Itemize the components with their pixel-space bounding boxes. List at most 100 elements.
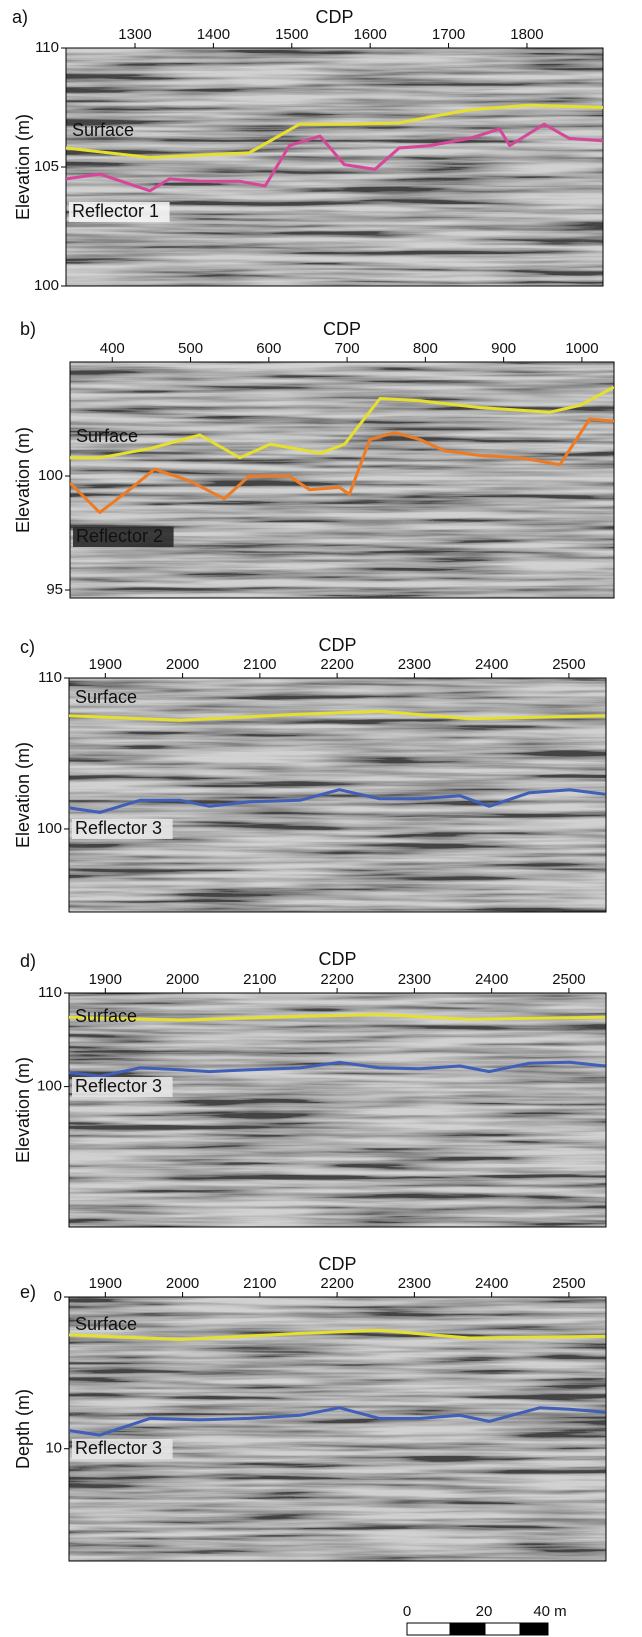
x-tick-label: 2200 xyxy=(320,1275,353,1292)
label-bg xyxy=(72,1439,173,1459)
x-tick-label: 1600 xyxy=(353,26,386,43)
series-label: Reflector 1 xyxy=(72,201,159,221)
x-tick-label: 2000 xyxy=(166,1275,199,1292)
label-bg xyxy=(72,819,173,839)
scale-label: 20 xyxy=(476,1603,493,1620)
y-axis-label: Elevation (m) xyxy=(13,427,33,533)
series-line xyxy=(66,103,603,159)
x-tick-label: 2300 xyxy=(398,971,431,988)
series-line xyxy=(69,788,606,814)
panel: e) CDP Depth (m) 1900 2000 2100 2200 2300 2400 25… xyxy=(13,1254,607,1562)
radargram xyxy=(69,1297,606,1561)
panel: d) CDP Elevation (m) 1900 2000 2100 2200 2300 24… xyxy=(13,949,607,1228)
y-tick-label: 110 xyxy=(35,39,59,56)
label-bg xyxy=(73,527,174,547)
series-line xyxy=(70,385,614,460)
scale-segment xyxy=(519,1622,549,1636)
series-line xyxy=(69,1060,606,1078)
x-tick-label: 1300 xyxy=(118,26,151,43)
x-tick-label: 1900 xyxy=(89,656,122,673)
panel-label: a) xyxy=(12,7,28,27)
series-line xyxy=(66,122,603,193)
x-axis-label: CDP xyxy=(318,949,356,969)
x-tick-label: 2300 xyxy=(398,656,431,673)
series-line xyxy=(69,1013,606,1022)
x-tick-label: 2000 xyxy=(166,971,199,988)
y-tick-label: 110 xyxy=(38,669,62,686)
y-tick-label: 105 xyxy=(34,158,59,175)
x-tick-label: 2500 xyxy=(552,1275,585,1292)
series-line xyxy=(69,709,606,722)
series-label: Reflector 2 xyxy=(76,526,163,546)
x-axis-label: CDP xyxy=(318,635,356,655)
series-label: Surface xyxy=(75,687,137,707)
y-axis-label: Elevation (m) xyxy=(13,742,33,848)
series-label: Surface xyxy=(76,426,138,446)
scale-label: 40 m xyxy=(533,1603,566,1620)
panel: c) CDP Elevation (m) 1900 2000 2100 2200 2300 24… xyxy=(13,635,607,913)
series-line xyxy=(69,1406,606,1437)
x-tick-label: 1900 xyxy=(89,1275,122,1292)
x-tick-label: 1000 xyxy=(565,340,598,357)
x-tick-label: 2200 xyxy=(320,656,353,673)
x-tick-label: 2100 xyxy=(243,1275,276,1292)
scale-segment xyxy=(449,1622,486,1636)
y-axis-label: Elevation (m) xyxy=(13,1057,33,1163)
panel: a) CDP Elevation (m) 1300 1400 1500 1600 1700 18… xyxy=(12,7,604,294)
label-bg xyxy=(72,1077,173,1097)
x-tick-label: 400 xyxy=(100,340,125,357)
x-tick-label: 2400 xyxy=(475,971,508,988)
x-tick-label: 2400 xyxy=(475,1275,508,1292)
x-tick-label: 1400 xyxy=(197,26,230,43)
series-label: Reflector 3 xyxy=(75,818,162,838)
y-tick-label: 100 xyxy=(37,820,62,837)
series-line xyxy=(69,1328,606,1341)
x-tick-label: 2400 xyxy=(475,656,508,673)
series-line xyxy=(70,417,614,514)
x-tick-label: 2200 xyxy=(320,971,353,988)
label-bg xyxy=(69,202,170,222)
panel-label: e) xyxy=(20,1282,36,1302)
x-tick-label: 500 xyxy=(178,340,203,357)
y-tick-label: 100 xyxy=(38,467,63,484)
x-tick-label: 1700 xyxy=(432,26,465,43)
x-tick-label: 2100 xyxy=(243,656,276,673)
radargram xyxy=(70,362,614,598)
panel-label: c) xyxy=(20,637,35,657)
y-tick-label: 95 xyxy=(46,581,63,598)
series-label: Surface xyxy=(72,120,134,140)
x-tick-label: 600 xyxy=(256,340,281,357)
x-axis-label: CDP xyxy=(315,7,353,27)
panel: b) CDP Elevation (m) 400 500 600 700 800 900 1000… xyxy=(13,319,615,599)
x-tick-label: 2100 xyxy=(243,971,276,988)
series-label: Surface xyxy=(75,1314,137,1334)
scale-bar: 0 20 40 m xyxy=(403,1603,567,1636)
plot-frame xyxy=(69,361,615,599)
y-tick-label: 110 xyxy=(38,984,62,1001)
series-label: Reflector 3 xyxy=(75,1438,162,1458)
scale-label: 0 xyxy=(403,1603,411,1620)
y-axis-label: Elevation (m) xyxy=(13,114,33,220)
radargram xyxy=(66,48,603,286)
y-tick-label: 0 xyxy=(54,1288,62,1305)
radargram xyxy=(69,993,606,1227)
scale-segment xyxy=(406,1622,451,1636)
y-tick-label: 100 xyxy=(37,1078,62,1095)
y-tick-label: 100 xyxy=(34,277,59,294)
x-tick-label: 1500 xyxy=(275,26,308,43)
scale-segment xyxy=(484,1622,521,1636)
x-axis-label: CDP xyxy=(318,1254,356,1274)
x-tick-label: 2500 xyxy=(552,656,585,673)
x-tick-label: 2500 xyxy=(552,971,585,988)
x-tick-label: 1800 xyxy=(510,26,543,43)
x-tick-label: 1900 xyxy=(89,971,122,988)
y-tick-label: 10 xyxy=(45,1440,62,1457)
x-axis-label: CDP xyxy=(323,319,361,339)
x-tick-label: 900 xyxy=(491,340,516,357)
panel-label: d) xyxy=(20,951,36,971)
x-tick-label: 700 xyxy=(335,340,360,357)
series-label: Reflector 3 xyxy=(75,1076,162,1096)
x-tick-label: 800 xyxy=(413,340,438,357)
x-tick-label: 2300 xyxy=(398,1275,431,1292)
